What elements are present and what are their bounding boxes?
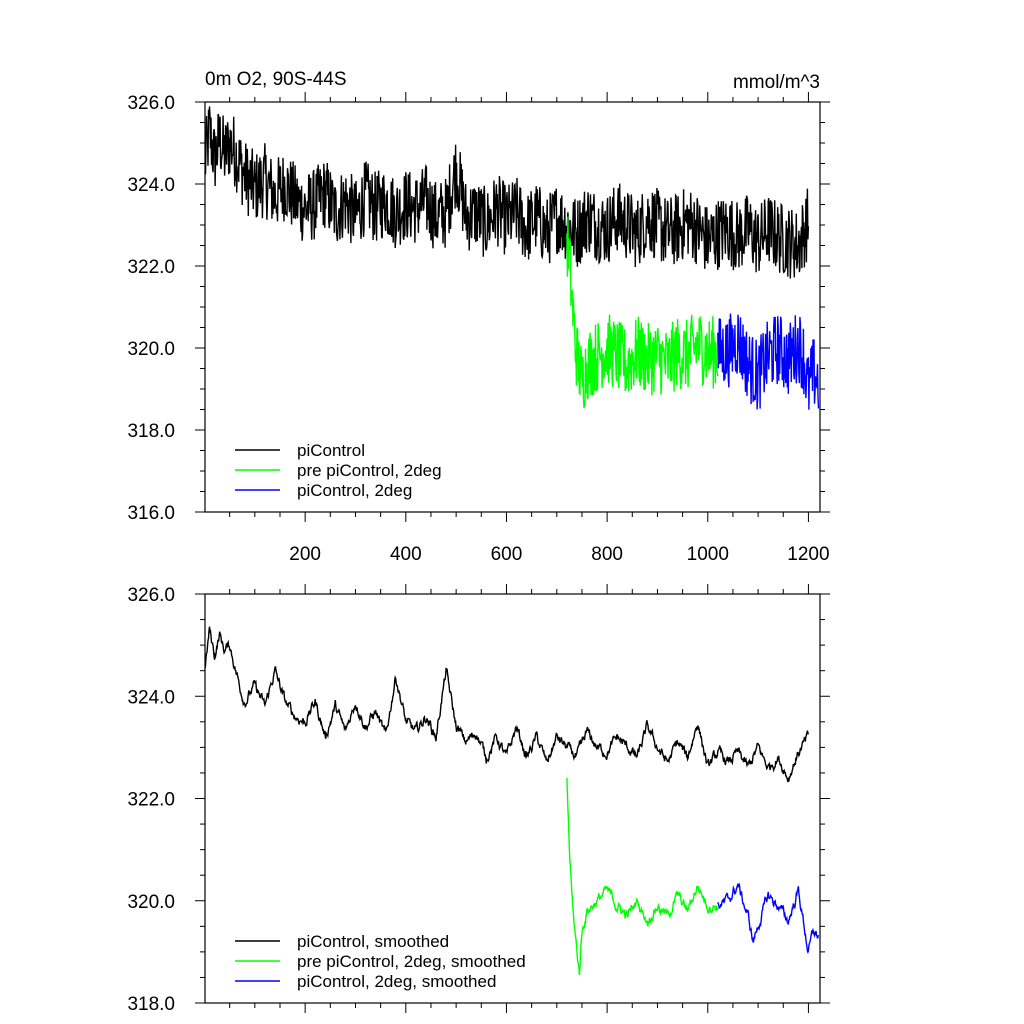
y-tick-label: 324.0 [127, 175, 175, 196]
x-tick-label: 200 [289, 544, 321, 565]
y-tick-label: 320.0 [127, 892, 175, 913]
x-tick-label: 1000 [687, 544, 729, 565]
y-tick-label: 318.0 [127, 421, 175, 442]
y-tick-label: 326.0 [127, 585, 175, 606]
top-panel: 200 400 600 800 1000 1200 316.0 318.0 320.0 322.0… [127, 69, 830, 565]
y-tick-label: 316.0 [127, 503, 175, 524]
series-line-3 [717, 313, 820, 410]
x-tick-label: 400 [390, 544, 422, 565]
legend-label: piControl, 2deg [297, 481, 412, 500]
series-group [205, 626, 820, 976]
series-group [205, 106, 820, 410]
chart-title: 0m O2, 90S-44S [205, 69, 347, 90]
y-tick-label: 322.0 [127, 257, 175, 278]
x-tick-label: 1200 [787, 544, 829, 565]
series-line-2 [566, 216, 719, 409]
legend-label: piControl, 2deg, smoothed [297, 972, 496, 991]
y-tick-label: 322.0 [127, 790, 175, 811]
units-label: mmol/m^3 [733, 72, 820, 93]
y-tick-label: 318.0 [127, 994, 175, 1015]
y-tick-label: 326.0 [127, 93, 175, 114]
x-tick-label: 800 [591, 544, 623, 565]
series-line-2 [566, 777, 719, 976]
y-tick-label: 324.0 [127, 687, 175, 708]
x-tick-label: 600 [491, 544, 523, 565]
series-line-3 [717, 882, 820, 955]
legend-label: pre piControl, 2deg [297, 461, 442, 480]
series-line-1 [205, 106, 810, 279]
y-tick-label: 320.0 [127, 339, 175, 360]
series-line-1 [205, 626, 810, 783]
legend-label: piControl [297, 441, 365, 460]
legend-label: piControl, smoothed [297, 932, 449, 951]
bottom-panel: 318.0 320.0 322.0 324.0 326.0 piControl, smoo… [127, 584, 830, 1015]
legend-label: pre piControl, 2deg, smoothed [297, 952, 526, 971]
